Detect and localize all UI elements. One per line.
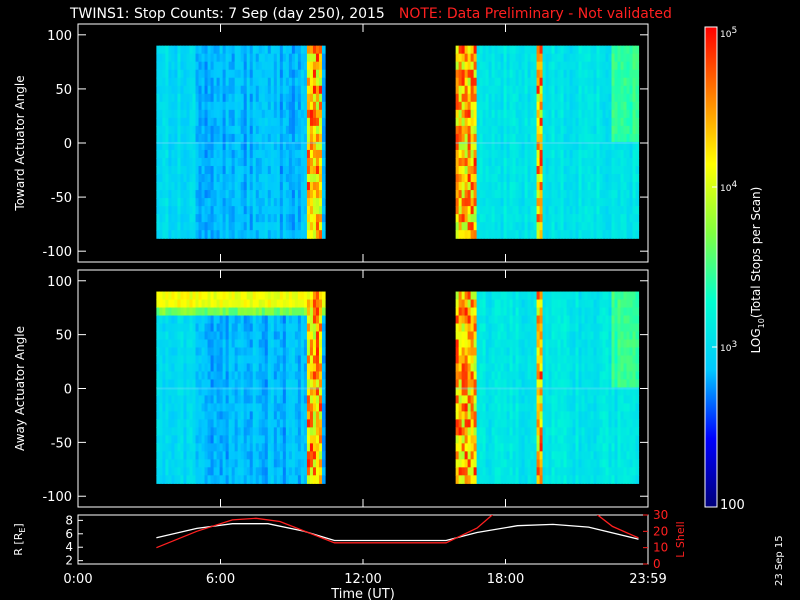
- x-tick-label: 18:00: [487, 572, 524, 587]
- radius-line: [156, 523, 639, 542]
- y-tick-label: 50: [55, 83, 72, 98]
- orbit-left-label: R [RE]: [12, 523, 27, 555]
- y-tick-label: 0: [64, 137, 72, 152]
- colorbar-tick-label: 103: [720, 340, 737, 354]
- orbit-right-tick-label: 0: [653, 557, 661, 571]
- chart-title: TWINS1: Stop Counts: 7 Sep (day 250), 20…: [70, 6, 672, 22]
- heatmap-block: [156, 45, 326, 239]
- orbit-left-tick-label: 4: [65, 540, 73, 554]
- x-tick-label: 23:59: [629, 572, 666, 587]
- orbit-lines: [156, 515, 639, 549]
- heatmap-block: [455, 291, 640, 484]
- y-tick-label: -50: [51, 436, 72, 451]
- x-tick-label: 6:00: [206, 572, 235, 587]
- l-shell-line: [156, 515, 639, 549]
- orbit-right-tick-label: 20: [653, 524, 668, 538]
- heatmap-block: [156, 291, 326, 484]
- orbit-left-tick-label: 2: [65, 554, 73, 568]
- y-tick-label: 100: [47, 29, 72, 44]
- zero-stripe: [455, 142, 639, 144]
- colorbar-frame: [704, 26, 718, 508]
- preliminary-note: NOTE: Data Preliminary - Not validated: [398, 6, 672, 22]
- zero-stripe: [455, 387, 639, 390]
- heatmap-block: [455, 45, 640, 239]
- x-axis-label: Time (UT): [330, 587, 395, 600]
- date-stamp: 23 Sep 15: [774, 535, 785, 586]
- y-tick-label: 0: [64, 383, 72, 398]
- y-tick-label: 100: [47, 275, 72, 290]
- y-tick-label: 50: [55, 329, 72, 344]
- y-tick-label: -100: [42, 490, 72, 505]
- panel-away: 100 50 0 -50 -100 Away Actuator Angle: [13, 269, 649, 508]
- x-tick-label: 12:00: [344, 572, 381, 587]
- panel-toward: 100 50 0 -50 -100 Toward Actuator Angle: [13, 23, 649, 263]
- y-tick-label: -100: [42, 245, 72, 260]
- y-axis-label: Away Actuator Angle: [13, 326, 27, 451]
- title-text: TWINS1: Stop Counts: 7 Sep (day 250), 20…: [70, 6, 385, 22]
- colorbar-tick-label: 100: [720, 498, 745, 513]
- orbit-left-tick-label: 6: [65, 527, 73, 541]
- y-axis-label: Toward Actuator Angle: [13, 75, 27, 211]
- orbit-left-tick-label: 8: [65, 513, 73, 527]
- colorbar: [705, 27, 717, 507]
- colorbar-tick-label: 104: [720, 180, 737, 194]
- colorbar-label: LOG10(Total Stops per Scan): [749, 187, 766, 354]
- zero-stripe: [156, 387, 325, 390]
- orbit-right-tick-label: 10: [653, 541, 668, 555]
- zero-stripe: [156, 142, 325, 144]
- orbit-frame: [77, 514, 649, 565]
- orbit-right-tick-label: 30: [653, 508, 668, 522]
- y-tick-label: -50: [51, 191, 72, 206]
- orbit-right-label: L Shell: [674, 521, 687, 557]
- x-tick-label: 0:00: [63, 572, 92, 587]
- colorbar-tick-label: 105: [720, 26, 737, 40]
